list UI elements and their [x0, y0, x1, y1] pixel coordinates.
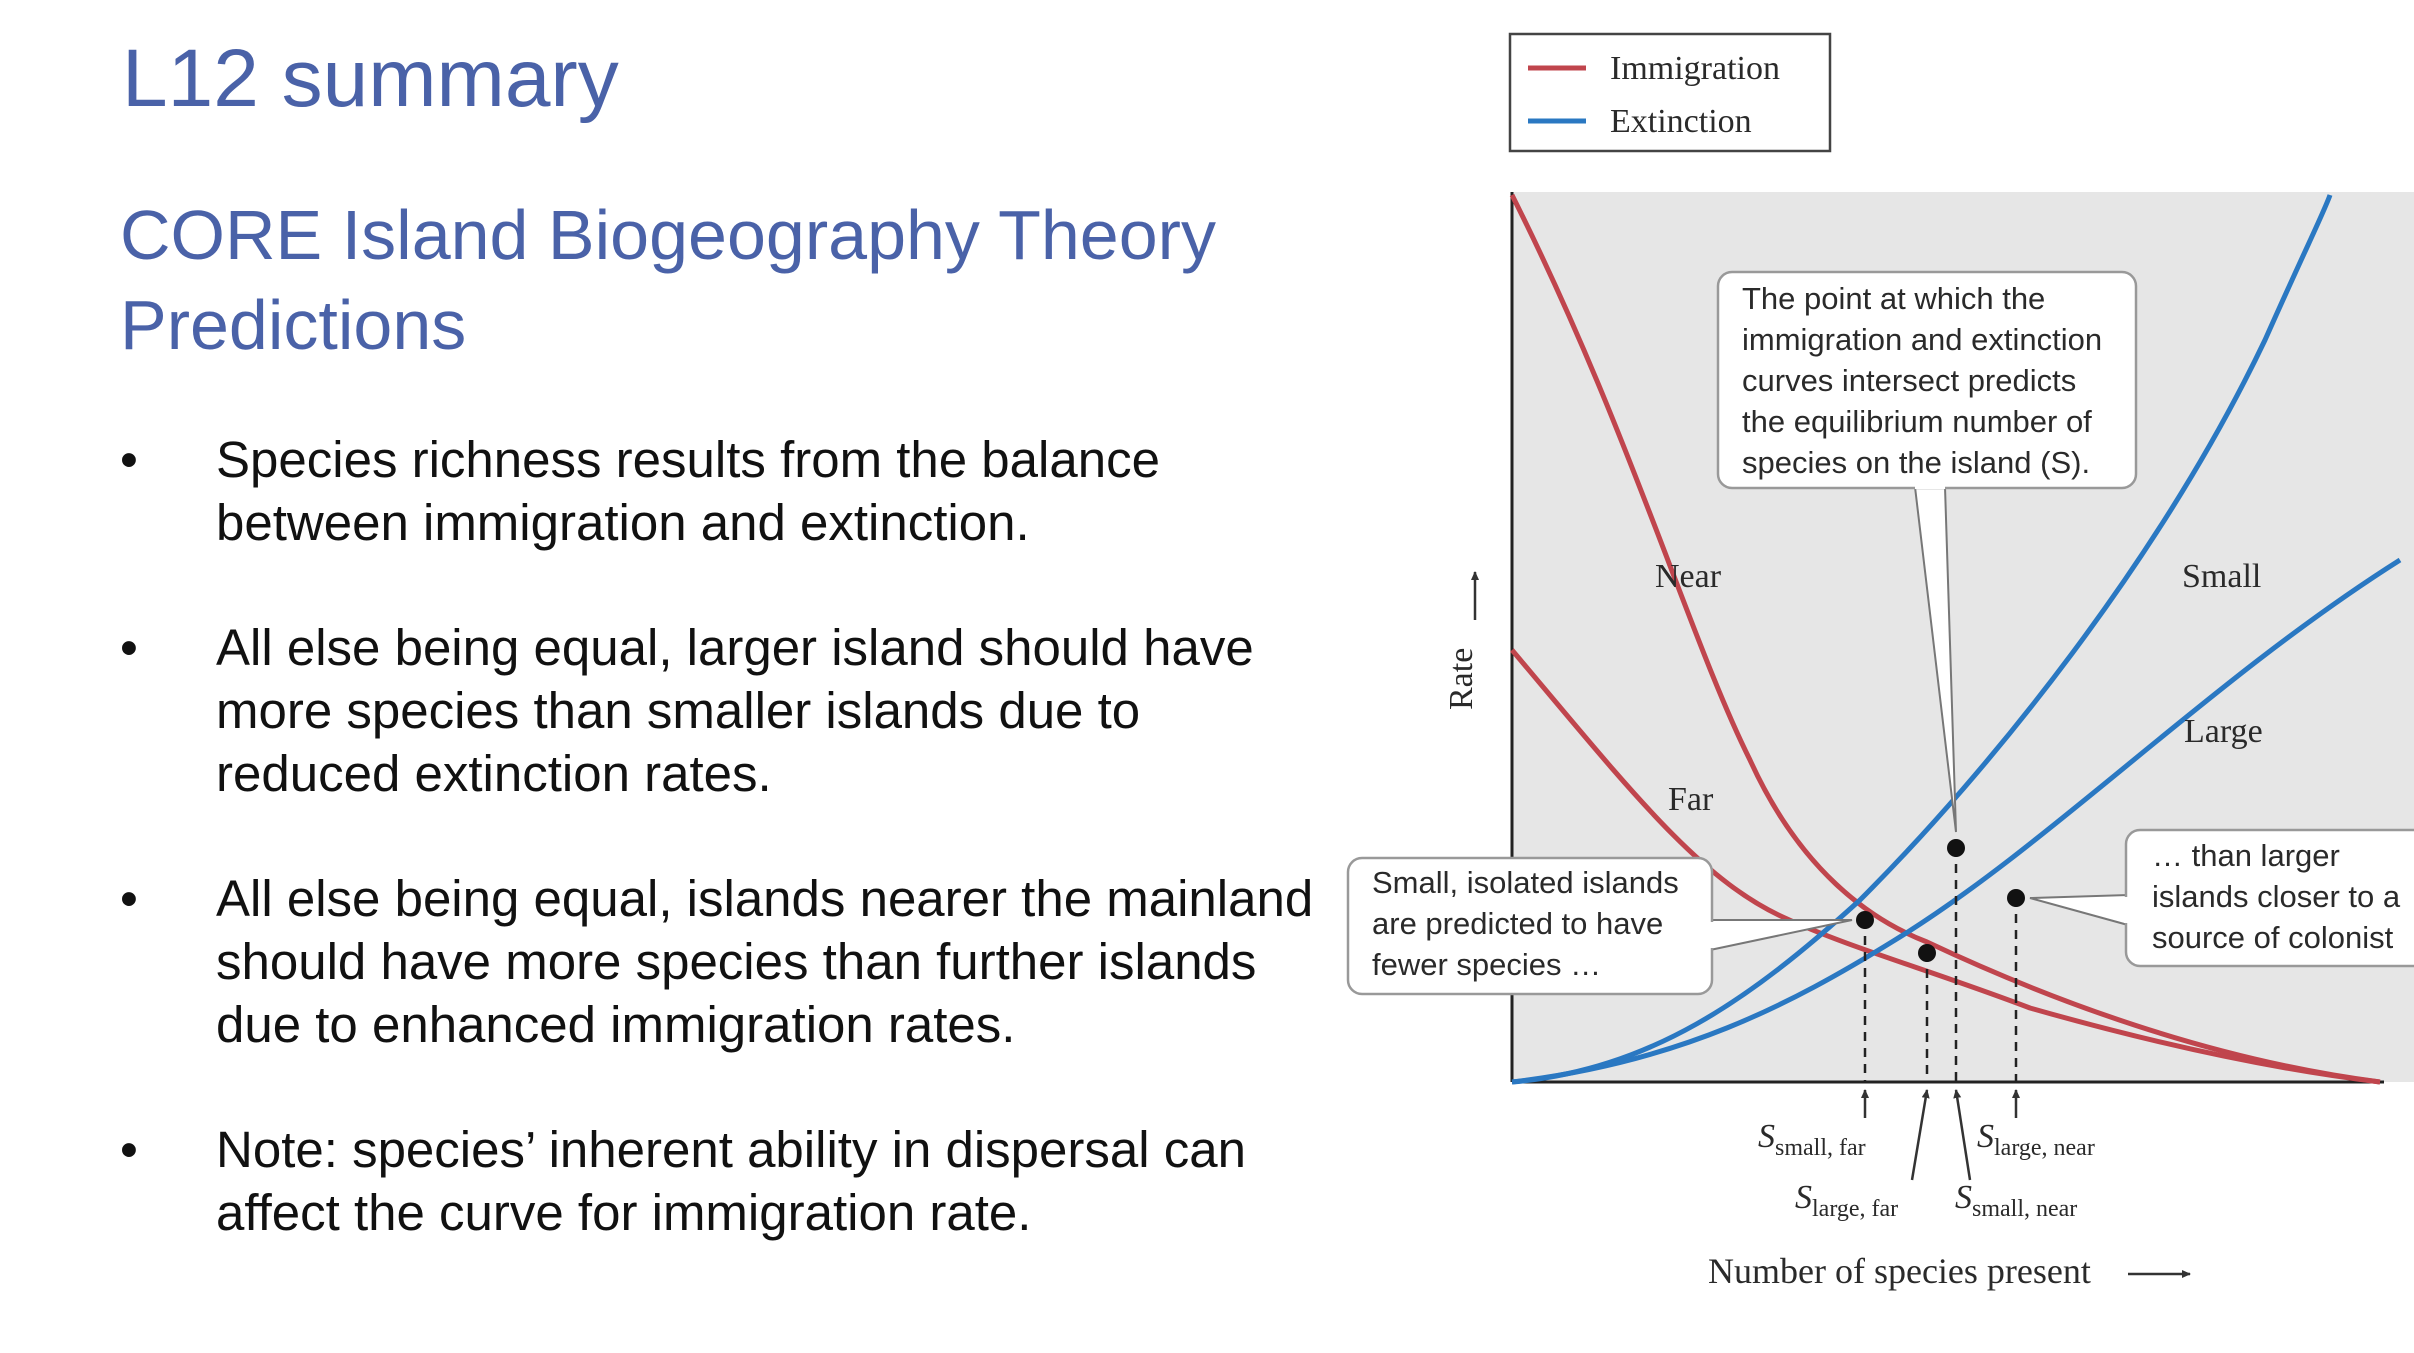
equilibrium-arrows [1861, 1089, 2020, 1181]
y-axis-title: Rate [1443, 571, 1480, 710]
slide-subtitle: CORE Island Biogeography Theory Predicti… [120, 196, 1216, 364]
extinction-small-curve [1511, 194, 2333, 1085]
island-biogeography-figure: Immigration Extinction Near Far Small La… [1330, 0, 2414, 1348]
label-s-large-far: Slarge, far [1795, 1179, 1898, 1222]
point-small-far [1856, 911, 1874, 929]
arrow-small-near [1953, 1089, 1972, 1181]
bullet-dot: • [120, 619, 138, 676]
callout-left-text: Small, isolated islands are predicted to… [1372, 865, 1687, 982]
bullet-dot: • [120, 431, 138, 488]
callout-equilibrium: The point at which the immigration and e… [1716, 270, 2138, 833]
legend-extinction-label: Extinction [1610, 103, 1752, 140]
label-s-large-near: Slarge, near [1977, 1118, 2095, 1161]
label-small: Small [2182, 558, 2261, 595]
arrow-large-far [1910, 1089, 1930, 1181]
point-large-far [1918, 944, 1936, 962]
bullet-text: All else being equal, islands nearer the… [216, 870, 1314, 1053]
immigration-near-curve [1509, 193, 2381, 1085]
bullet-list: • Species richness results from the balan… [120, 428, 1320, 1306]
label-far: Far [1668, 781, 1714, 818]
callout-equilibrium-text: The point at which the immigration and e… [1742, 281, 2111, 480]
equilibrium-dashes [1863, 848, 2018, 1082]
figure-svg: Immigration Extinction Near Far Small La… [1346, 32, 2414, 1291]
label-s-small-near: Ssmall, near [1955, 1179, 2077, 1222]
legend: Immigration Extinction [1508, 32, 1832, 153]
bullet-item: • All else being equal, islands nearer th… [120, 867, 1320, 1056]
bullet-text: Note: species’ inherent ability in dispe… [216, 1121, 1246, 1241]
bullet-dot: • [120, 870, 138, 927]
label-near: Near [1655, 558, 1722, 595]
immigration-far-curve [1510, 648, 2381, 1085]
point-small-near [1947, 839, 1965, 857]
x-axis-label: Number of species present [1708, 1251, 2091, 1291]
callout-right-text: … than larger islands closer to a source… [2152, 838, 2409, 955]
label-large: Large [2184, 713, 2263, 750]
bullet-item: • Note: species’ inherent ability in disp… [120, 1118, 1320, 1244]
slide-title: L12 summary [122, 33, 619, 124]
bullet-text: All else being equal, larger island shou… [216, 619, 1254, 802]
label-s-small-far: Ssmall, far [1758, 1118, 1866, 1161]
point-large-near [2007, 889, 2025, 907]
bullet-item: • All else being equal, larger island sho… [120, 616, 1320, 805]
bullet-text: Species richness results from the balanc… [216, 431, 1160, 551]
callout-small-isolated: Small, isolated islands are predicted to… [1346, 856, 1853, 996]
bullet-dot: • [120, 1121, 138, 1178]
extinction-large-curve [1511, 557, 2402, 1085]
bullet-item: • Species richness results from the balan… [120, 428, 1320, 554]
legend-immigration-label: Immigration [1610, 50, 1780, 87]
legend-box [1508, 32, 1832, 153]
y-axis-label: Rate [1443, 648, 1480, 710]
callout-larger-closer: … than larger islands closer to a source… [2029, 828, 2414, 968]
